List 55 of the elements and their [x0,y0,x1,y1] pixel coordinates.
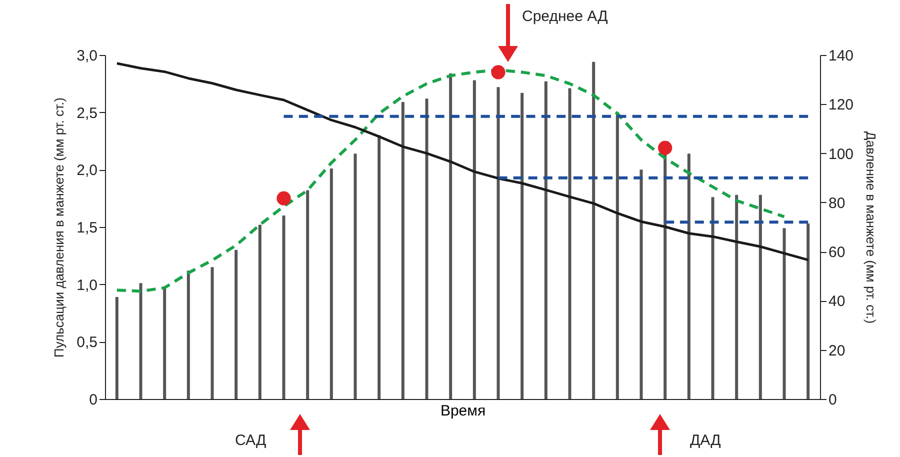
y2-tick-label: 140 [828,48,854,64]
point [491,65,506,80]
y-tick-label: 1,0 [76,276,98,294]
text: САД [235,432,266,449]
y2-tick-label: 100 [828,146,854,163]
bar [664,154,667,399]
bar [306,190,310,399]
y2-tick-label: 40 [828,293,846,310]
y2-tick-label: 0 [828,392,837,408]
bar [258,224,262,399]
bar [496,87,500,399]
y2-tick-label: 20 [828,342,846,360]
y-tick-label: 1,5 [76,220,98,236]
y-tick-label: 0,5 [76,334,98,352]
text: ДАД [690,432,721,449]
bar [806,224,810,399]
bar [425,98,428,399]
bar [520,92,524,399]
y-axis-title: Пульсации давления в манжете (мм рт. ст.) [52,97,67,358]
bar [758,194,762,399]
point [658,140,672,155]
y-tick-label: 3,0 [76,48,98,64]
bar [163,286,166,399]
bar [401,102,404,399]
line-series [116,62,810,262]
y-tick-label: 0 [89,392,98,408]
text: Среднее АД [522,8,608,25]
bar [616,112,619,399]
y-tick-label: 2,5 [76,104,98,122]
bar [544,81,548,399]
bar [210,267,214,399]
bar [735,194,738,399]
bar [640,170,643,399]
x-axis-title: Время [440,402,486,420]
y2-tick-label: 120 [828,96,854,114]
y2-tick-label: 80 [828,194,846,212]
bar [186,270,190,399]
bar [472,80,476,399]
bar [330,168,333,399]
bar [378,135,381,399]
y2-tick-label: 60 [828,244,846,262]
bar [234,250,238,399]
bar [282,216,286,399]
bar [592,62,596,399]
bar [449,73,452,399]
bar [568,88,572,399]
y-tick-label: 2,0 [76,162,98,180]
bar [687,154,690,399]
bar [354,154,357,399]
point [276,191,291,206]
bar [115,296,118,399]
bar [782,228,786,399]
bar [711,197,714,399]
y2-axis-title: Давление в манжете (мм рт. ст.) [864,131,879,324]
bar [139,283,142,399]
